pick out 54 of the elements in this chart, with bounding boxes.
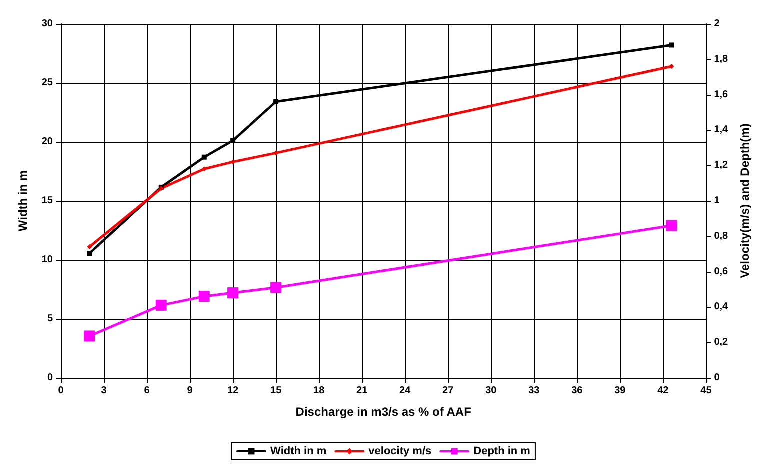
x-tick-label: 0: [58, 386, 64, 396]
y-tick-label: 25: [42, 78, 54, 88]
y-tick-label: 30: [42, 18, 54, 30]
y-axis-title: Width in m: [16, 170, 30, 232]
point: [84, 330, 96, 342]
x-tick-label: 27: [442, 386, 454, 396]
y-tick-label: 10: [42, 254, 54, 266]
y2-axis-title: Velocity(m/s) and Depth(m): [738, 124, 752, 278]
x-tick-label: 39: [614, 386, 626, 396]
point: [202, 154, 207, 160]
y2-tick-label: 0,8: [714, 230, 729, 242]
point: [274, 99, 279, 104]
y-tick-label: 0: [47, 372, 54, 384]
y2-tick-label: 0,4: [714, 302, 729, 313]
point: [228, 288, 239, 299]
x-tick-label: 3: [101, 386, 108, 396]
y2-tick-label: 2: [714, 18, 720, 30]
y-tick-label: 5: [47, 314, 54, 324]
y2-tick-label: 1,2: [714, 160, 729, 172]
x-axis-title: Discharge in m3/s as % of AAF: [296, 405, 472, 419]
y2-tick-label: 1,4: [714, 124, 729, 136]
point: [202, 166, 207, 172]
x-tick-label: 15: [270, 386, 282, 396]
y-tick-label: 15: [42, 196, 54, 206]
y2-tick-label: 1,6: [714, 89, 729, 100]
x-tick-label: 33: [528, 386, 540, 396]
y2-tick-label: 0,2: [714, 337, 729, 348]
x-tick-label: 6: [144, 386, 150, 396]
x-tick-label: 24: [400, 386, 412, 396]
point: [87, 251, 92, 256]
point: [156, 300, 167, 311]
point: [198, 291, 210, 302]
point: [666, 220, 678, 232]
x-tick-label: 18: [314, 386, 326, 396]
legend-label: Depth in m: [474, 446, 531, 458]
point: [669, 42, 674, 48]
x-tick-label: 45: [700, 386, 712, 396]
legend-label: Width in m: [270, 446, 327, 458]
x-tick-label: 30: [486, 386, 498, 396]
point: [270, 282, 282, 294]
point: [230, 138, 236, 144]
y2-tick-label: 0,6: [714, 266, 729, 278]
x-tick-label: 36: [572, 386, 584, 396]
legend-label: velocity m/s: [368, 446, 432, 458]
y-tick-label: 20: [42, 136, 54, 148]
point: [669, 64, 674, 69]
y2-tick-label: 1: [714, 196, 720, 206]
y2-tick-label: 0: [714, 372, 720, 384]
x-tick-label: 21: [356, 386, 368, 396]
x-tick-label: 9: [187, 386, 194, 396]
point: [87, 244, 92, 250]
x-tick-label: 42: [658, 386, 670, 396]
y2-tick-label: 1,8: [714, 54, 729, 65]
x-tick-label: 12: [227, 386, 240, 396]
